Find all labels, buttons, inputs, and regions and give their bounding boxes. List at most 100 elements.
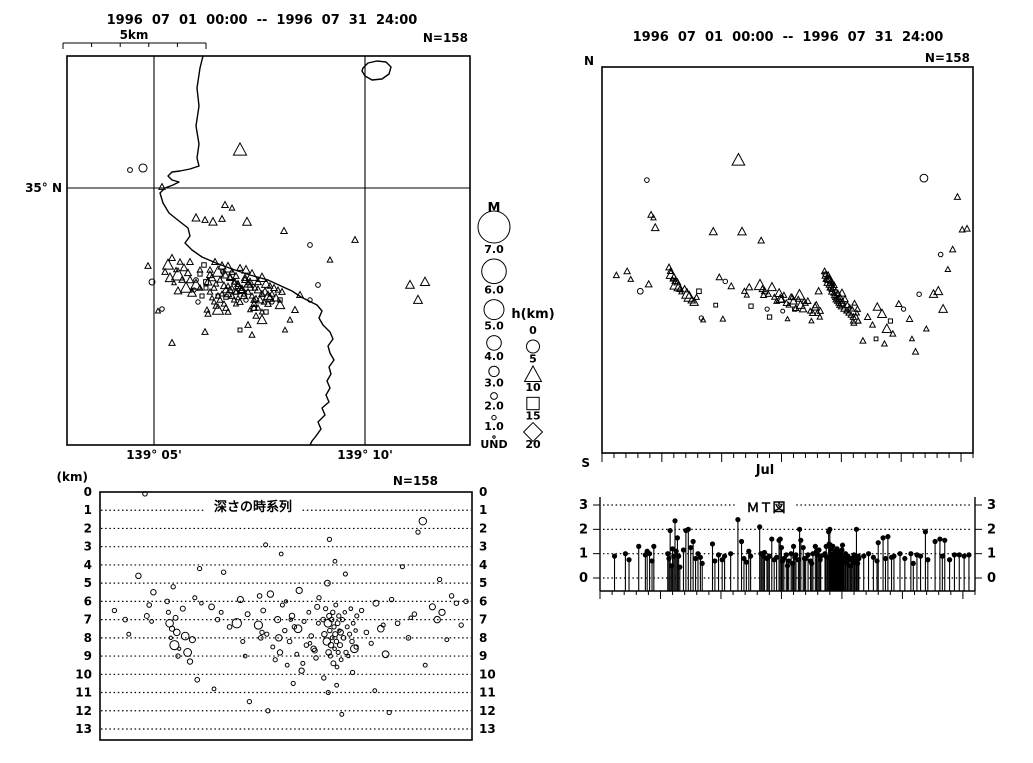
depth-marker — [324, 579, 331, 587]
time-ns-marker — [853, 309, 861, 316]
depth-marker — [337, 628, 342, 633]
epicenter-marker — [234, 294, 242, 301]
epicenter-marker — [264, 292, 276, 302]
mt-stem-dot — [961, 553, 967, 559]
mt-stem-dot — [741, 555, 747, 562]
depth-marker — [218, 609, 224, 615]
depth-tick-right: 9 — [479, 649, 487, 663]
depth-marker — [240, 638, 246, 645]
depth-marker — [377, 624, 385, 633]
time-ns-marker — [627, 275, 635, 282]
epicenter-marker — [207, 273, 217, 282]
depth-marker — [335, 649, 341, 655]
epicenter-marker — [158, 182, 166, 190]
time-ns-marker — [803, 296, 812, 305]
mt-stem-dot — [728, 551, 734, 557]
mt-stem-dot — [813, 548, 820, 554]
mt-stem-dot — [885, 534, 891, 540]
epicenter-marker — [248, 292, 256, 299]
mt-ytick-left: 1 — [579, 547, 588, 562]
epicenter-marker — [258, 289, 266, 297]
depth-marker — [388, 596, 395, 603]
epicenter-marker — [260, 286, 270, 296]
depth-marker — [282, 627, 288, 634]
mt-stem-dot — [668, 563, 674, 569]
depth-marker — [329, 635, 335, 641]
depth-marker — [169, 640, 180, 651]
time-ns-marker — [919, 173, 929, 183]
depth-marker — [286, 638, 293, 645]
time-ns-marker — [948, 245, 957, 253]
epicenter-marker — [245, 268, 259, 281]
epicenter-marker — [225, 273, 235, 281]
depth-marker — [332, 558, 338, 564]
legend-magnitude-label: 4.0 — [484, 350, 504, 363]
epicenter-marker — [138, 163, 148, 173]
depth-marker — [188, 636, 196, 644]
depth-tick-left: 9 — [84, 649, 92, 663]
depth-marker — [306, 609, 312, 615]
map-frame — [66, 55, 471, 446]
depth-marker — [246, 698, 253, 705]
time-ns-marker — [766, 281, 778, 292]
mt-stem-dot — [721, 553, 728, 559]
time-ns-marker — [792, 306, 798, 312]
mt-stem-dot — [805, 552, 811, 558]
mt-stem-dot — [666, 555, 672, 562]
epicenter-marker — [277, 297, 283, 303]
epicenter-marker — [262, 290, 274, 300]
legend-depth-label: 20 — [525, 438, 541, 451]
time-ns-marker — [647, 210, 656, 218]
mt-stem-dot — [674, 535, 681, 541]
time-ns-marker — [673, 281, 684, 292]
depth-marker — [334, 620, 341, 627]
depth-marker — [380, 622, 386, 628]
epicenter-marker — [148, 278, 156, 286]
epicenter-marker — [243, 297, 249, 303]
time-ns-marker — [900, 306, 907, 312]
legend-depth-label: 15 — [525, 410, 540, 423]
depth-tick-left: 2 — [84, 521, 92, 535]
depth-marker — [179, 605, 186, 612]
depth-marker — [146, 602, 152, 608]
depth-marker — [372, 599, 380, 607]
depth-marker — [343, 649, 349, 656]
epicenter-marker — [185, 257, 195, 265]
depth-marker — [135, 572, 142, 580]
epicenter-marker — [161, 267, 169, 275]
depth-marker — [453, 600, 460, 606]
mt-stem-dot — [917, 553, 924, 559]
epicenter-marker — [228, 291, 236, 299]
mt-stem-dot — [777, 536, 783, 542]
time-ns-marker — [764, 290, 773, 297]
depth-marker — [298, 667, 305, 674]
mt-stem-dot — [966, 552, 972, 558]
mt-stem-dot — [828, 553, 834, 559]
depth-marker — [436, 576, 443, 583]
epicenter-marker — [240, 290, 248, 297]
mt-stem-dot — [743, 559, 749, 565]
legend-depth-symbols — [522, 339, 544, 443]
depth-count-label: N=158 — [393, 474, 438, 488]
epicenter-marker — [232, 141, 248, 156]
depth-marker — [330, 660, 337, 667]
depth-marker — [332, 646, 337, 652]
time-ns-marker — [699, 316, 707, 323]
depth-tick-right: 6 — [479, 594, 487, 608]
epicenter-marker — [412, 294, 424, 304]
mt-stem-dot — [792, 554, 798, 560]
legend-panel: M 7.0 6.0 5.0 4.0 3.0 2.0 1.0 UND h(km) 0 5 10 15 2… — [477, 201, 555, 451]
depth-marker — [321, 675, 327, 681]
epicenter-marker — [173, 285, 183, 295]
time-ns-marker — [848, 305, 856, 312]
time-ns-marker — [722, 278, 729, 285]
epicenter-marker — [281, 326, 289, 333]
depth-marker — [242, 653, 248, 659]
depth-marker — [339, 711, 345, 717]
legend-magnitude-label: 3.0 — [484, 377, 504, 390]
depth-marker — [258, 635, 264, 641]
epicenter-marker — [241, 264, 251, 274]
epicenter-marker — [244, 320, 252, 328]
epicenter-marker — [220, 269, 230, 279]
depth-tick-right: 13 — [479, 722, 496, 736]
